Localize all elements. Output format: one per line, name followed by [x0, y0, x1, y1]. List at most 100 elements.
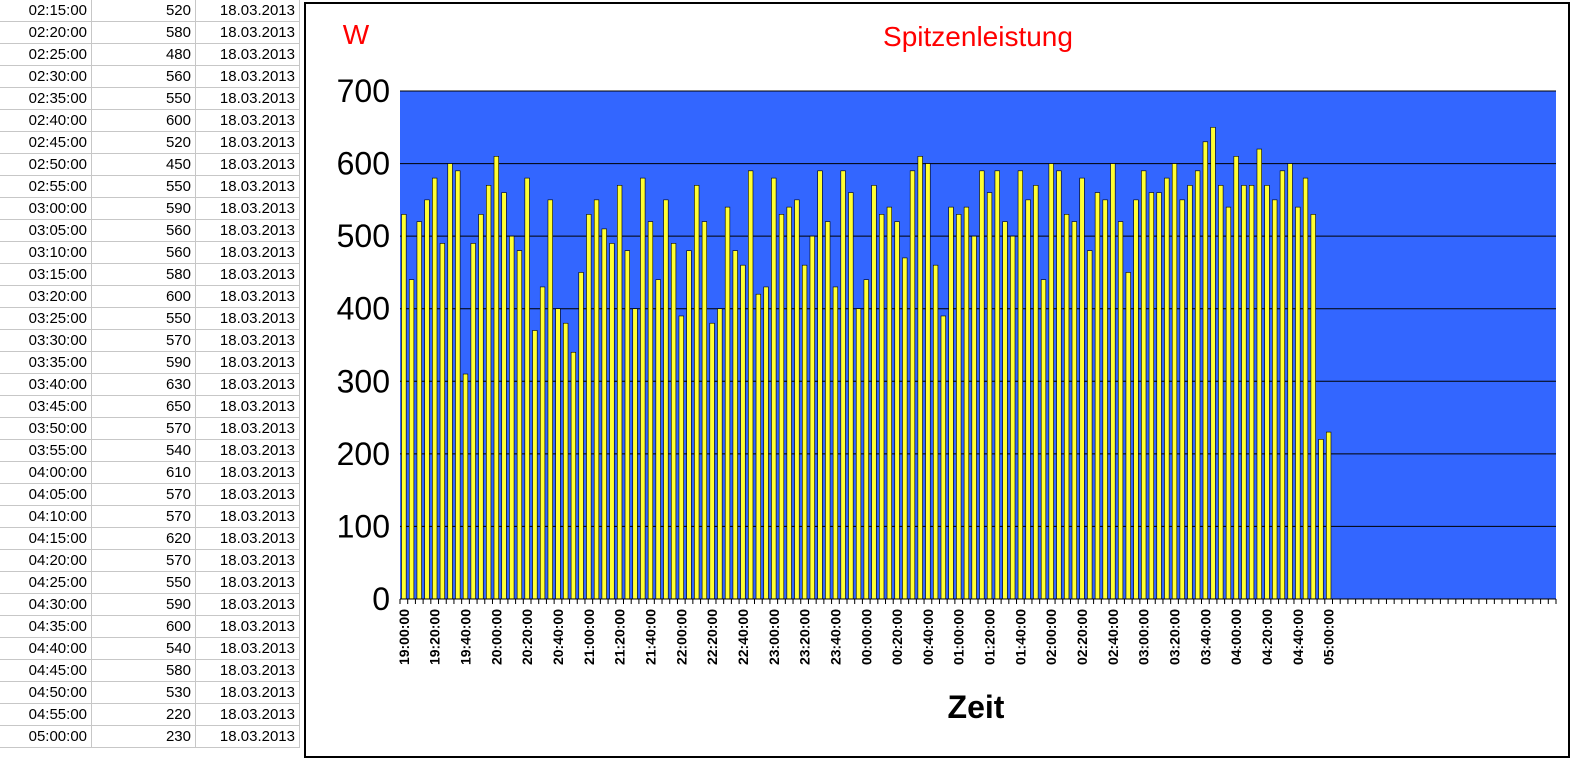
time-cell[interactable]: 04:10:00 [0, 506, 92, 528]
bar[interactable] [848, 192, 854, 600]
time-cell[interactable]: 04:30:00 [0, 594, 92, 616]
bar[interactable] [547, 199, 553, 600]
value-cell[interactable]: 580 [92, 22, 196, 44]
date-cell[interactable]: 18.03.2013 [196, 110, 300, 132]
time-cell[interactable]: 04:25:00 [0, 572, 92, 594]
bar[interactable] [532, 330, 538, 600]
bar[interactable] [778, 214, 785, 600]
time-cell[interactable]: 03:10:00 [0, 242, 92, 264]
date-cell[interactable]: 18.03.2013 [196, 242, 300, 264]
value-cell[interactable]: 480 [92, 44, 196, 66]
bar[interactable] [1233, 156, 1239, 600]
bar[interactable] [686, 250, 692, 600]
date-cell[interactable]: 18.03.2013 [196, 154, 300, 176]
bar[interactable] [748, 170, 754, 600]
bar[interactable] [1272, 199, 1278, 600]
bar[interactable] [724, 206, 731, 600]
bar[interactable] [1218, 185, 1224, 600]
time-cell[interactable]: 04:50:00 [0, 682, 92, 704]
bar[interactable] [586, 214, 592, 600]
time-cell[interactable]: 03:40:00 [0, 374, 92, 396]
bar[interactable] [717, 308, 723, 600]
bar[interactable] [539, 286, 546, 600]
bar[interactable] [794, 199, 800, 600]
date-cell[interactable]: 18.03.2013 [196, 88, 300, 110]
bar[interactable] [1287, 163, 1293, 600]
bar[interactable] [925, 163, 931, 600]
value-cell[interactable]: 530 [92, 682, 196, 704]
time-cell[interactable]: 03:35:00 [0, 352, 92, 374]
bar[interactable] [408, 279, 415, 600]
bar[interactable] [1171, 163, 1178, 600]
bar[interactable] [1256, 148, 1262, 600]
time-cell[interactable]: 03:15:00 [0, 264, 92, 286]
bar[interactable] [617, 185, 623, 600]
value-cell[interactable]: 590 [92, 594, 196, 616]
bar[interactable] [563, 322, 569, 600]
bar[interactable] [424, 199, 430, 600]
bar[interactable] [570, 351, 577, 600]
bar[interactable] [555, 308, 561, 600]
date-cell[interactable]: 18.03.2013 [196, 374, 300, 396]
date-cell[interactable]: 18.03.2013 [196, 704, 300, 726]
date-cell[interactable]: 18.03.2013 [196, 220, 300, 242]
time-cell[interactable]: 04:20:00 [0, 550, 92, 572]
date-cell[interactable]: 18.03.2013 [196, 308, 300, 330]
bar[interactable] [871, 185, 877, 600]
bar[interactable] [1087, 250, 1093, 600]
bar[interactable] [493, 156, 499, 600]
time-cell[interactable]: 02:40:00 [0, 110, 92, 132]
date-cell[interactable]: 18.03.2013 [196, 616, 300, 638]
bar[interactable] [1094, 192, 1101, 600]
bar[interactable] [1310, 214, 1316, 600]
bar[interactable] [832, 286, 839, 600]
date-cell[interactable]: 18.03.2013 [196, 22, 300, 44]
bar[interactable] [1302, 177, 1309, 600]
time-cell[interactable]: 02:15:00 [0, 0, 92, 22]
bar[interactable] [817, 170, 823, 600]
bar[interactable] [809, 235, 815, 600]
bar[interactable] [670, 243, 677, 600]
bar[interactable] [986, 192, 993, 600]
bar[interactable] [940, 315, 946, 600]
value-cell[interactable]: 600 [92, 286, 196, 308]
time-cell[interactable]: 03:30:00 [0, 330, 92, 352]
bar[interactable] [840, 170, 846, 600]
time-cell[interactable]: 04:55:00 [0, 704, 92, 726]
bar[interactable] [1326, 431, 1332, 600]
bar[interactable] [516, 250, 523, 600]
bar[interactable] [886, 206, 892, 600]
bar[interactable] [501, 192, 507, 600]
bar[interactable] [1002, 221, 1008, 600]
value-cell[interactable]: 540 [92, 638, 196, 660]
time-cell[interactable]: 02:20:00 [0, 22, 92, 44]
value-cell[interactable]: 590 [92, 352, 196, 374]
bar[interactable] [1187, 185, 1193, 600]
bar[interactable] [1179, 199, 1185, 600]
bar[interactable] [948, 206, 954, 600]
bar[interactable] [1079, 177, 1085, 600]
bar[interactable] [879, 214, 885, 600]
bar[interactable] [771, 177, 777, 600]
bar[interactable] [1164, 177, 1170, 600]
bar[interactable] [971, 235, 977, 600]
bar[interactable] [578, 272, 584, 600]
bar[interactable] [1202, 141, 1208, 600]
bar[interactable] [1048, 163, 1054, 600]
bar[interactable] [709, 322, 715, 600]
bar[interactable] [1040, 279, 1047, 600]
chart[interactable]: Spitzenleistung W Zeit 0 100 200 300 400 500 6… [304, 2, 1570, 758]
value-cell[interactable]: 520 [92, 132, 196, 154]
date-cell[interactable]: 18.03.2013 [196, 418, 300, 440]
bar[interactable] [1148, 192, 1155, 600]
date-cell[interactable]: 18.03.2013 [196, 462, 300, 484]
time-cell[interactable]: 04:35:00 [0, 616, 92, 638]
time-cell[interactable]: 03:55:00 [0, 440, 92, 462]
date-cell[interactable]: 18.03.2013 [196, 198, 300, 220]
value-cell[interactable]: 590 [92, 198, 196, 220]
value-cell[interactable]: 570 [92, 550, 196, 572]
bar[interactable] [647, 221, 654, 600]
date-cell[interactable]: 18.03.2013 [196, 506, 300, 528]
bar[interactable] [1225, 206, 1232, 600]
bar[interactable] [1064, 214, 1070, 600]
